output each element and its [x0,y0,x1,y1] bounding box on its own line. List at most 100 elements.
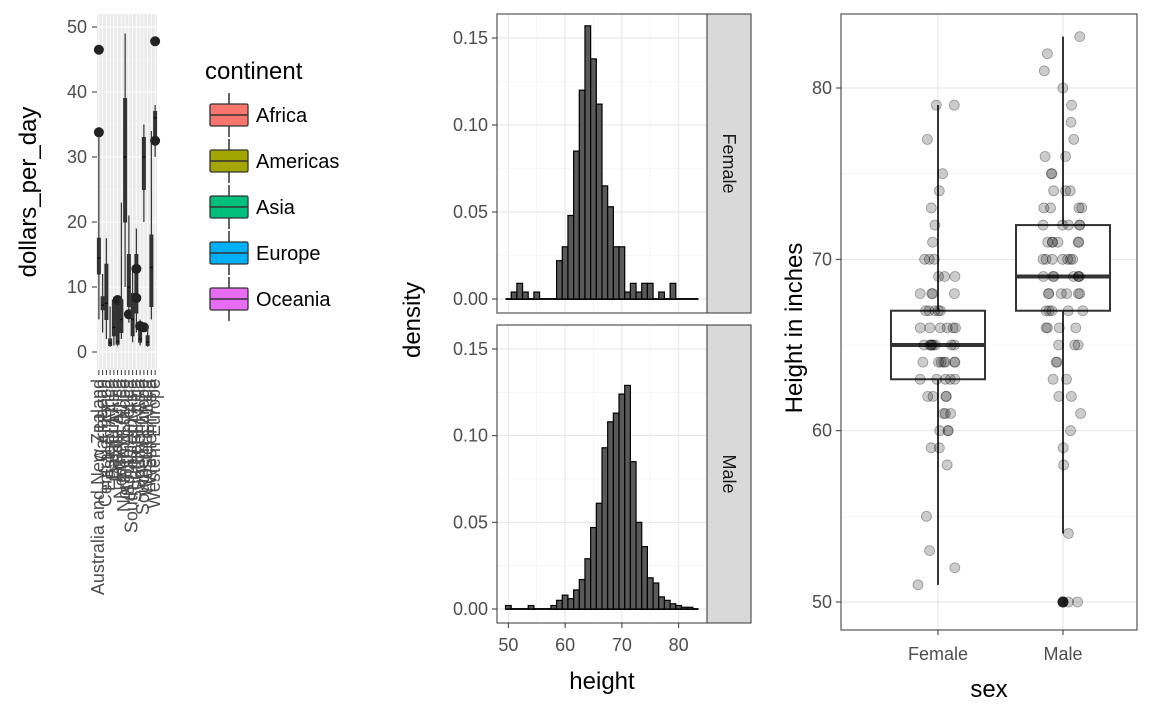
jitter-point [1038,271,1049,282]
jitter-point [934,425,946,437]
box-body [115,299,120,345]
box-body [134,254,139,314]
x-tick-label: South America [118,378,138,496]
histogram-bar [652,582,660,610]
jitter-point [1043,305,1055,317]
histogram-bar [607,206,614,300]
jitter-point [1060,185,1072,197]
histogram-bar [584,25,592,300]
jitter-point [926,339,937,351]
histogram-bar [641,282,649,300]
histogram-bar [578,578,586,610]
jitter-point [949,356,961,368]
jitter-point [1050,356,1062,368]
jitter-point [1072,596,1083,608]
y-tick-label: 20 [67,212,87,232]
histogram-bar [635,521,643,610]
y-tick-label: 40 [67,82,87,102]
jitter-point [1069,339,1081,351]
jitter-point [947,322,959,334]
jitter-point [1048,271,1060,282]
jitter-point [1073,271,1085,282]
histogram-bar [555,260,563,300]
facet-strip [706,324,752,624]
jitter-point [914,288,926,300]
jitter-point [1072,339,1084,351]
jitter-point [1046,253,1058,265]
legend-label: Americas [256,151,339,173]
box-body [119,299,124,333]
x-tick-label: Australia and New Zealand [88,379,108,595]
histogram-bar [595,502,603,610]
histogram-bar [595,103,603,300]
jitter-point [1043,288,1055,300]
box-outlier [131,263,142,274]
box-outlier [138,322,149,333]
facet-female: Female 0.00 0.05 0.10 0.15 [453,13,752,314]
jitter-point [946,339,957,351]
jitter-point [949,373,961,385]
legend-entry: Asia [209,185,296,229]
facet-strip [706,13,752,314]
legend-label: Europe [256,243,321,265]
x-tick-label: Eastern Africa [99,378,119,491]
histogram-bar [533,291,541,300]
y-tick-label: 0 [77,342,87,362]
jitter-point [1074,288,1086,300]
jitter-point [1047,236,1058,248]
jitter-point [950,322,961,334]
jitter-point [912,579,924,591]
jitter-point [933,442,945,454]
jitter-point [934,322,946,334]
jitter-point [1053,339,1065,351]
jitter-point [1037,253,1049,265]
facet-strip-label: Male [719,454,739,493]
histogram-bar [658,291,666,300]
legend-continent: continent Africa Americas Asia Europe Oceania [205,58,339,321]
jitter-point [948,339,960,351]
jitter-point [1070,322,1082,334]
y-tick-label: 50 [812,592,832,612]
box-15 [149,131,154,320]
jitter-point [927,339,939,351]
histogram-bar [504,604,512,610]
histogram-bar [669,603,677,610]
jitter-point [939,373,951,385]
jitter-point [919,253,931,265]
jitter-point [922,390,934,402]
jitter-point [944,373,956,385]
box-outlier [1057,596,1069,608]
x-tick-label: Southern Asia [129,378,149,491]
jitter-point [930,99,942,111]
x-tick-label: Western Europe [144,379,164,509]
jitter-point [1073,271,1085,282]
histogram-bar [521,291,529,300]
jitter-point [940,356,951,368]
histogram-bar [663,599,671,610]
y-tick-label: 80 [812,78,832,98]
jitter-point [1046,305,1058,317]
jitter-point [1045,168,1057,180]
histogram-bar [561,246,569,300]
box-body [111,299,116,337]
histogram-bar [555,599,563,610]
box-outlier [93,127,104,138]
x-tick-label: Middle Africa [107,378,127,482]
jitter-point [1051,356,1063,368]
plot-dollars-per-day: 0 10 20 30 40 50 Australia and New ZealandCari… [15,14,339,595]
histogram-bar [629,282,637,300]
histogram-bar [646,282,654,300]
jitter-point [1047,236,1058,248]
jitter-point [933,271,944,282]
jitter-point [918,339,930,351]
x-tick-label: Western Asia [140,378,160,485]
jitter-point [1072,236,1084,248]
jitter-point [935,305,946,317]
jitter-point [1057,82,1069,94]
histogram-bar [629,461,637,610]
jitter-point [1074,219,1085,231]
jitter-point [1067,253,1079,265]
box-body [123,98,128,223]
jitter-point [942,425,954,437]
